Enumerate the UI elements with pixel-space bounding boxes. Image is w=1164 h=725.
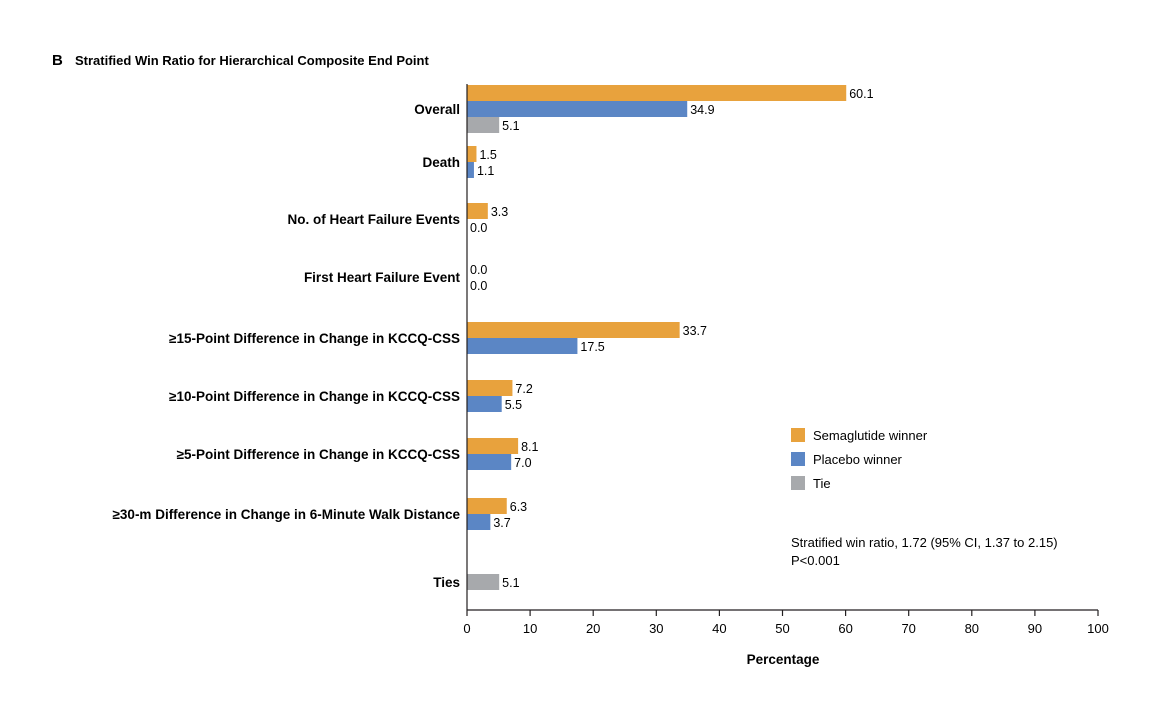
legend-swatch: [791, 452, 805, 466]
data-label: 5.5: [505, 398, 522, 412]
data-label: 3.7: [493, 516, 510, 530]
plot-area: Overall Death No. of Heart Failure Events F…: [113, 84, 1109, 636]
x-tick-label: 100: [1087, 621, 1109, 636]
bar-placebo-winner: [467, 396, 502, 412]
bar-semaglutide-winner: [467, 380, 513, 396]
data-label: 6.3: [510, 500, 527, 514]
data-label: 8.1: [521, 440, 538, 454]
data-label: 7.2: [515, 382, 532, 396]
chart-title: Stratified Win Ratio for Hierarchical Co…: [75, 53, 429, 68]
x-tick-label: 20: [586, 621, 600, 636]
category-label: ≥30-m Difference in Change in 6-Minute W…: [113, 507, 461, 522]
x-axis-title: Percentage: [747, 652, 820, 667]
legend-label: Tie: [813, 476, 831, 491]
panel-letter: B: [52, 52, 63, 69]
x-tick-label: 10: [523, 621, 537, 636]
legend: Semaglutide winner Placebo winner Tie: [791, 428, 928, 491]
bar-placebo-winner: [467, 514, 491, 530]
x-tick-label: 80: [965, 621, 979, 636]
data-label: 0.0: [470, 263, 487, 277]
bar-semaglutide-winner: [467, 146, 477, 162]
bar-placebo-winner: [467, 101, 688, 117]
category-label: First Heart Failure Event: [304, 270, 461, 285]
x-tick-label: 50: [775, 621, 789, 636]
category-label: Death: [422, 155, 460, 170]
p-value-annotation: P<0.001: [791, 553, 840, 568]
category-label: ≥5-Point Difference in Change in KCCQ-CS…: [177, 447, 460, 462]
legend-swatch: [791, 428, 805, 442]
bar-semaglutide-winner: [467, 85, 847, 101]
x-tick-label: 70: [901, 621, 915, 636]
data-label: 7.0: [514, 456, 531, 470]
x-tick-label: 90: [1028, 621, 1042, 636]
data-label: 3.3: [491, 205, 508, 219]
data-label: 5.1: [502, 119, 519, 133]
data-label: 1.5: [479, 148, 496, 162]
data-label: 60.1: [849, 87, 873, 101]
data-label: 1.1: [477, 164, 494, 178]
x-tick-label: 60: [838, 621, 852, 636]
bar-semaglutide-winner: [467, 498, 507, 514]
x-tick-label: 30: [649, 621, 663, 636]
bar-tie: [467, 117, 500, 133]
data-label: 0.0: [470, 279, 487, 293]
legend-swatch: [791, 476, 805, 490]
category-label: No. of Heart Failure Events: [287, 212, 460, 227]
category-label: Overall: [414, 102, 460, 117]
data-label: 34.9: [690, 103, 714, 117]
category-label: Ties: [433, 575, 460, 590]
category-label: ≥10-Point Difference in Change in KCCQ-C…: [169, 389, 460, 404]
x-tick-label: 40: [712, 621, 726, 636]
legend-label: Semaglutide winner: [813, 428, 928, 443]
x-tick-label: 0: [463, 621, 470, 636]
bar-tie: [467, 574, 500, 590]
bar-semaglutide-winner: [467, 203, 488, 219]
win-ratio-annotation: Stratified win ratio, 1.72 (95% CI, 1.37…: [791, 535, 1058, 550]
category-label: ≥15-Point Difference in Change in KCCQ-C…: [169, 331, 460, 346]
data-label: 17.5: [580, 340, 604, 354]
data-label: 5.1: [502, 576, 519, 590]
data-label: 33.7: [683, 324, 707, 338]
bar-placebo-winner: [467, 454, 512, 470]
bar-semaglutide-winner: [467, 438, 519, 454]
data-label: 0.0: [470, 221, 487, 235]
bar-placebo-winner: [467, 338, 578, 354]
legend-label: Placebo winner: [813, 452, 903, 467]
bar-placebo-winner: [467, 162, 474, 178]
bar-semaglutide-winner: [467, 322, 680, 338]
